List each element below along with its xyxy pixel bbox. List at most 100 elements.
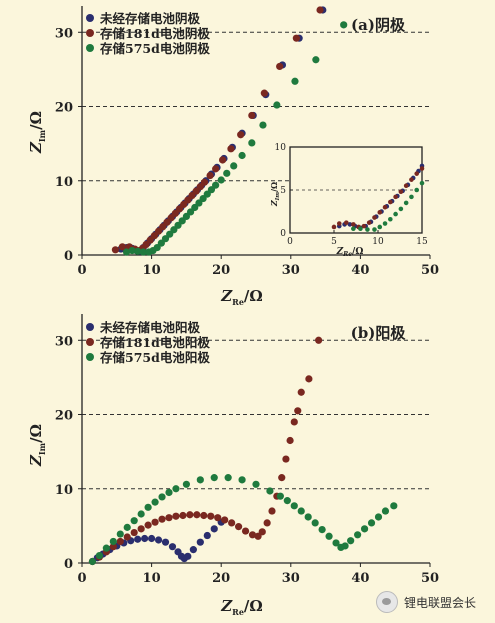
- y-axis-label: ZIm/Ω: [27, 111, 47, 154]
- data-point: [109, 543, 117, 551]
- inset-y-tick-label: 10: [275, 143, 287, 153]
- data-point: [228, 519, 236, 527]
- inset-data-point: [398, 206, 404, 212]
- data-point: [116, 537, 124, 546]
- y-axis-label: ZIm/Ω: [27, 424, 47, 467]
- y-tick-label: 10: [55, 175, 73, 190]
- inset-y-tick-label: 5: [280, 186, 286, 196]
- data-point: [347, 537, 355, 545]
- data-point: [212, 181, 220, 189]
- inset-data-point: [403, 183, 409, 188]
- data-point: [297, 507, 305, 515]
- data-point: [144, 521, 152, 529]
- x-tick-label: 50: [421, 263, 439, 278]
- data-point: [158, 515, 166, 523]
- inset-x-tick-label: 0: [287, 237, 293, 247]
- data-point: [292, 34, 300, 42]
- data-point: [109, 537, 117, 546]
- data-point: [151, 518, 159, 526]
- legend-marker: [86, 29, 94, 37]
- data-point: [88, 557, 97, 566]
- inset-y-tick-label: 0: [280, 229, 286, 239]
- data-point: [123, 533, 131, 541]
- data-point: [311, 519, 319, 527]
- data-point: [360, 525, 369, 533]
- data-point: [186, 511, 194, 519]
- data-point: [184, 552, 192, 560]
- y-tick-label: 30: [55, 334, 73, 349]
- y-tick-label: 0: [64, 249, 73, 264]
- chart-b-anode: 0 10 20 30 40 50 0 10 20 30 ZRe/Ω ZIm/Ω (b)阳极 未经存储电池阳…: [27, 314, 439, 617]
- data-point: [266, 487, 274, 495]
- data-point: [223, 169, 231, 177]
- data-point: [283, 497, 291, 505]
- inset-data-point: [372, 227, 377, 232]
- data-point: [341, 542, 349, 550]
- y-tick-label: 10: [55, 483, 73, 498]
- data-point: [128, 246, 136, 255]
- watermark-text: 锂电联盟会长: [404, 595, 477, 610]
- data-point: [134, 535, 142, 543]
- inset-x-axis-label: ZRe/Ω: [336, 247, 364, 258]
- x-tick-label: 0: [77, 571, 86, 586]
- y-tick-label: 30: [55, 26, 73, 41]
- data-point: [238, 151, 246, 160]
- data-point: [196, 476, 204, 484]
- data-point: [390, 502, 398, 510]
- data-point: [130, 528, 138, 537]
- data-point: [102, 544, 110, 552]
- inset-data-point: [398, 189, 404, 195]
- y-tick-label: 20: [55, 101, 73, 116]
- inset-data-point: [377, 224, 383, 230]
- inset-data-point: [388, 216, 393, 222]
- x-tick-label: 10: [143, 263, 161, 278]
- data-point: [276, 492, 284, 500]
- inset-data-point: [409, 177, 414, 182]
- inset-data-point: [409, 194, 414, 200]
- data-point: [196, 538, 204, 546]
- legend-marker: [86, 323, 94, 331]
- series-3: [88, 474, 398, 566]
- data-point: [203, 531, 211, 540]
- data-point: [158, 493, 166, 501]
- data-point: [118, 243, 126, 251]
- y-tick-label: 20: [55, 409, 73, 424]
- data-point: [95, 551, 103, 560]
- inset-data-point: [361, 223, 367, 229]
- data-point: [290, 418, 298, 426]
- legend-label: 存储575d电池阳极: [99, 350, 210, 365]
- chart-title: (a)阴极: [351, 16, 406, 34]
- inset-data-point: [419, 180, 425, 186]
- data-point: [374, 513, 383, 521]
- inset-data-point: [414, 171, 420, 176]
- x-axis-label: ZRe/Ω: [220, 597, 263, 617]
- inset-data-point: [331, 224, 337, 230]
- data-point: [248, 531, 257, 539]
- data-point: [294, 407, 302, 415]
- data-point: [282, 455, 290, 463]
- data-point: [130, 517, 138, 525]
- x-tick-label: 40: [351, 571, 369, 586]
- x-axis-label: ZRe/Ω: [220, 287, 263, 307]
- data-point: [224, 474, 232, 482]
- data-point: [134, 247, 142, 255]
- x-tick-label: 20: [212, 571, 230, 586]
- data-point: [332, 539, 340, 547]
- data-point: [151, 498, 159, 506]
- data-point: [172, 485, 180, 493]
- wechat-icon: [376, 591, 398, 613]
- data-point: [297, 388, 305, 396]
- inset-x-tick-label: 10: [372, 237, 384, 247]
- legend-label: 未经存储电池阳极: [99, 320, 201, 335]
- data-point: [165, 488, 173, 497]
- data-point: [217, 176, 225, 184]
- data-point: [210, 525, 218, 533]
- watermark: 锂电联盟会长: [376, 591, 476, 613]
- data-point: [200, 511, 208, 520]
- inset-data-point: [382, 204, 388, 210]
- data-point: [165, 514, 173, 522]
- data-point: [221, 516, 229, 524]
- data-point: [189, 546, 197, 554]
- inset-data-point: [393, 194, 398, 200]
